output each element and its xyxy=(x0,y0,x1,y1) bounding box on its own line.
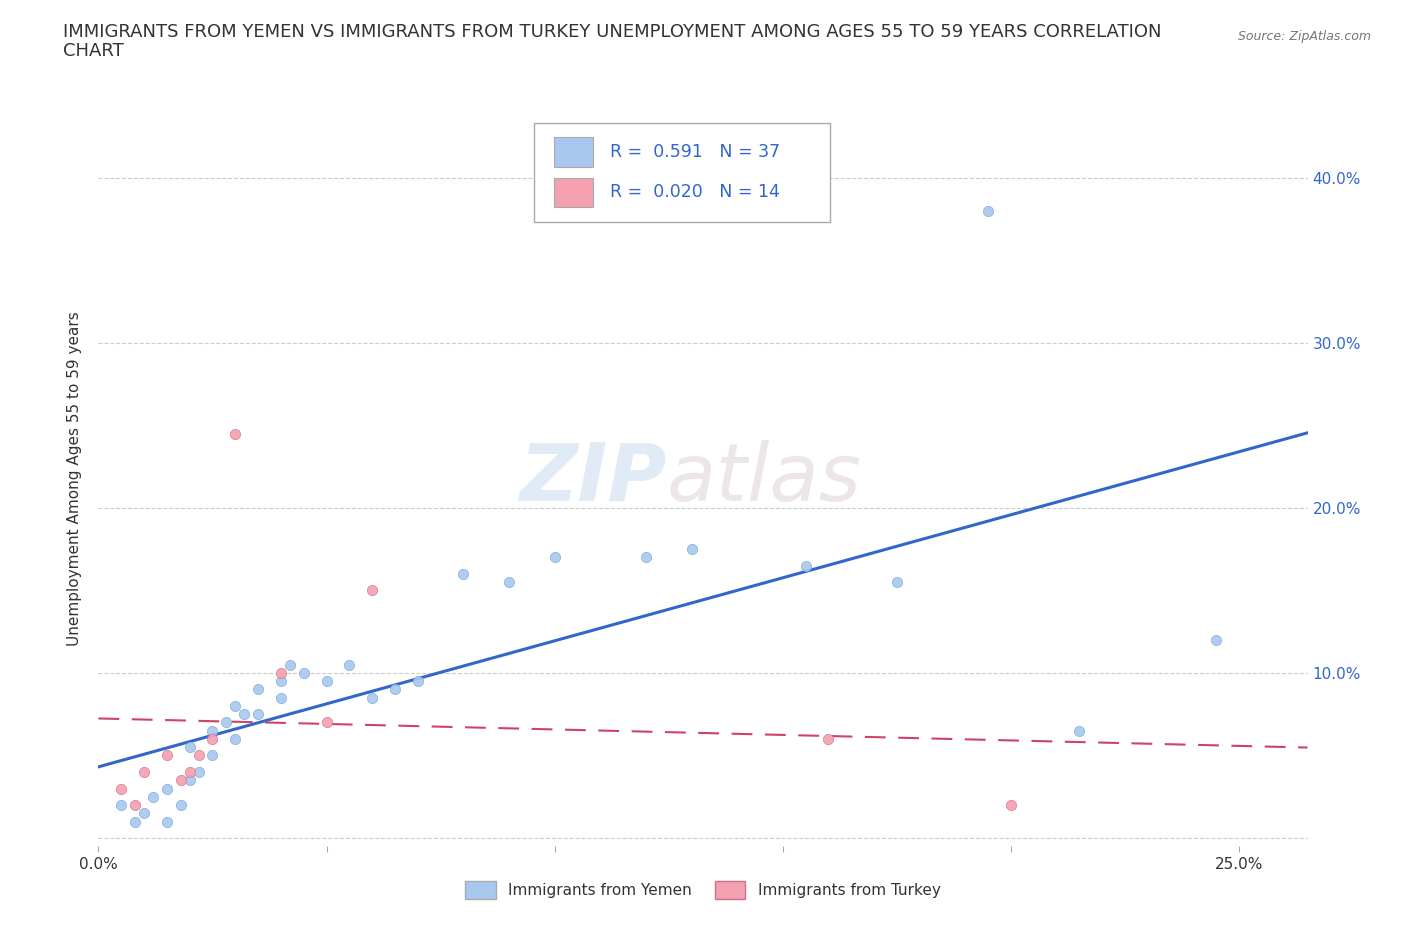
Point xyxy=(179,773,201,788)
Point xyxy=(886,575,908,590)
Point xyxy=(247,707,270,722)
Point xyxy=(132,764,155,779)
Point xyxy=(201,724,224,738)
Point xyxy=(544,550,567,565)
Point xyxy=(270,666,292,681)
FancyBboxPatch shape xyxy=(534,123,830,222)
Point xyxy=(315,715,337,730)
Point xyxy=(187,764,209,779)
Point xyxy=(132,805,155,820)
Point xyxy=(179,764,201,779)
Point xyxy=(1205,632,1227,647)
Point xyxy=(817,732,839,747)
Point xyxy=(406,673,429,688)
Point xyxy=(292,666,315,681)
Point xyxy=(169,798,191,813)
Point xyxy=(361,583,384,598)
Point xyxy=(124,814,146,829)
Point xyxy=(224,698,246,713)
Point xyxy=(453,566,475,581)
Text: ZIP: ZIP xyxy=(519,440,666,518)
Bar xyxy=(554,178,593,207)
Y-axis label: Unemployment Among Ages 55 to 59 years: Unemployment Among Ages 55 to 59 years xyxy=(67,312,83,646)
Point xyxy=(179,739,201,754)
Point xyxy=(247,682,270,697)
Legend: Immigrants from Yemen, Immigrants from Turkey: Immigrants from Yemen, Immigrants from T… xyxy=(460,875,946,905)
Point xyxy=(384,682,406,697)
Point xyxy=(681,541,703,556)
Point xyxy=(110,781,132,796)
Bar xyxy=(554,138,593,166)
Text: atlas: atlas xyxy=(666,440,862,518)
Point xyxy=(315,673,337,688)
Point xyxy=(187,748,209,763)
Text: IMMIGRANTS FROM YEMEN VS IMMIGRANTS FROM TURKEY UNEMPLOYMENT AMONG AGES 55 TO 59: IMMIGRANTS FROM YEMEN VS IMMIGRANTS FROM… xyxy=(63,23,1161,41)
Point xyxy=(337,658,360,672)
Point xyxy=(498,575,520,590)
Point xyxy=(201,732,224,747)
Point xyxy=(110,798,132,813)
Point xyxy=(361,690,384,705)
Point xyxy=(156,748,179,763)
Point xyxy=(124,798,146,813)
Point xyxy=(977,204,1000,219)
Point xyxy=(224,426,246,441)
Text: R =  0.591   N = 37: R = 0.591 N = 37 xyxy=(610,143,780,161)
Point xyxy=(233,707,256,722)
Point xyxy=(634,550,657,565)
Point xyxy=(224,732,246,747)
Point xyxy=(169,773,191,788)
Text: CHART: CHART xyxy=(63,42,124,60)
Point xyxy=(1000,798,1022,813)
Point xyxy=(278,658,301,672)
Point xyxy=(794,558,817,573)
Point xyxy=(201,748,224,763)
Point xyxy=(156,814,179,829)
Point xyxy=(270,690,292,705)
Point xyxy=(1069,724,1091,738)
Point xyxy=(142,790,165,804)
Text: Source: ZipAtlas.com: Source: ZipAtlas.com xyxy=(1237,30,1371,43)
Point xyxy=(270,673,292,688)
Text: R =  0.020   N = 14: R = 0.020 N = 14 xyxy=(610,183,780,202)
Point xyxy=(215,715,238,730)
Point xyxy=(156,781,179,796)
